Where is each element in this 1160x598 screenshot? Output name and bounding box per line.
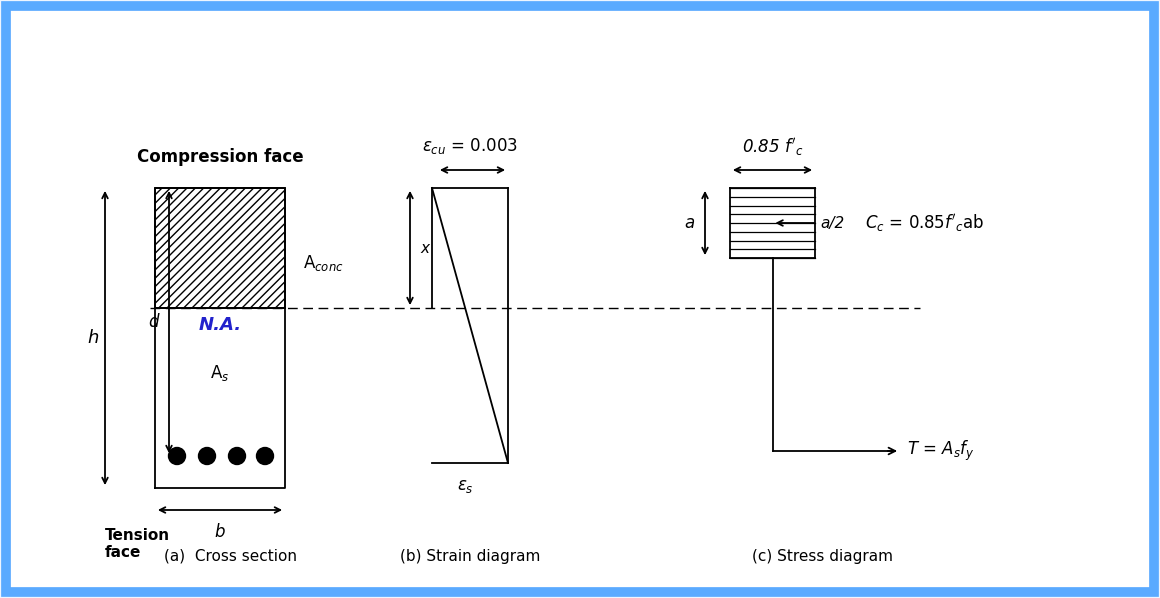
Polygon shape (155, 188, 285, 308)
Text: A$_s$: A$_s$ (210, 363, 230, 383)
Circle shape (229, 447, 246, 465)
Text: (a)  Cross section: (a) Cross section (164, 548, 297, 563)
Text: d: d (148, 313, 159, 331)
Text: (b) Strain diagram: (b) Strain diagram (400, 548, 541, 563)
Text: A$_{conc}$: A$_{conc}$ (303, 253, 343, 273)
Circle shape (198, 447, 216, 465)
Circle shape (256, 447, 274, 465)
Text: Tension
face: Tension face (106, 528, 171, 560)
Text: $\epsilon_s$: $\epsilon_s$ (457, 477, 473, 495)
Text: Compression face: Compression face (137, 148, 303, 166)
Text: a: a (684, 214, 695, 232)
Text: $\epsilon_{cu}$ = 0.003: $\epsilon_{cu}$ = 0.003 (422, 136, 519, 156)
Text: b: b (215, 523, 225, 541)
Text: a/2: a/2 (820, 215, 844, 230)
Circle shape (168, 447, 186, 465)
Text: $C_c$ = 0.85$f'_c$ab: $C_c$ = 0.85$f'_c$ab (865, 212, 985, 234)
Text: 0.85 $f'_c$: 0.85 $f'_c$ (741, 136, 803, 158)
Text: (c) Stress diagram: (c) Stress diagram (752, 548, 893, 563)
Text: h: h (87, 329, 99, 347)
Text: $T$ = $A_s$$f_y$: $T$ = $A_s$$f_y$ (907, 439, 974, 463)
FancyBboxPatch shape (6, 6, 1154, 592)
Text: N.A.: N.A. (198, 316, 241, 334)
Text: x: x (420, 240, 429, 255)
